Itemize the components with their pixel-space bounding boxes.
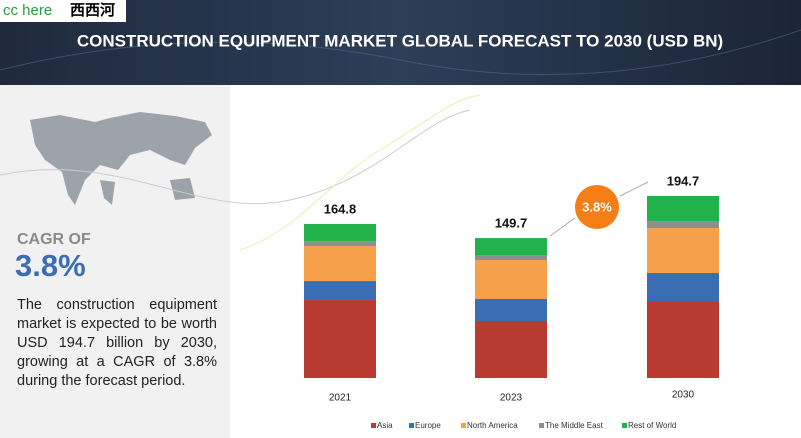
bar-segment — [647, 221, 719, 229]
legend-label: Asia — [377, 421, 393, 430]
legend-label: The Middle East — [545, 421, 604, 430]
legend-label: Europe — [415, 421, 441, 430]
chart-title: CONSTRUCTION EQUIPMENT MARKET GLOBAL FOR… — [77, 31, 723, 50]
cagr-value: 3.8% — [15, 248, 86, 283]
bar-segment — [304, 223, 376, 242]
decoration-curve — [0, 109, 471, 205]
legend-swatch — [371, 423, 376, 428]
bar-segment — [475, 238, 547, 256]
logo: cc here — [3, 2, 52, 19]
total-label: 164.8 — [324, 201, 357, 216]
legend-swatch — [539, 423, 544, 428]
logo-chinese: 西西河 — [70, 1, 115, 19]
bar-segment — [304, 281, 376, 301]
bar-segment — [304, 300, 376, 378]
cagr-arrow — [549, 217, 576, 237]
bar-segment — [647, 196, 719, 222]
bar-segment — [304, 246, 376, 282]
world-map — [100, 178, 195, 205]
bar-segment — [475, 255, 547, 261]
legend-swatch — [622, 423, 627, 428]
bar-segment — [647, 302, 719, 378]
bar-segment — [647, 273, 719, 303]
bar-segment — [304, 241, 376, 247]
x-tick-label: 2023 — [500, 393, 523, 404]
cagr-bubble — [575, 185, 619, 229]
logo-bg — [0, 0, 126, 22]
legend-swatch — [409, 423, 414, 428]
header-decoration — [0, 29, 801, 76]
bar-segment — [475, 299, 547, 321]
legend-label: North America — [467, 421, 518, 430]
description: The construction equipment market is exp… — [17, 297, 217, 389]
total-label: 149.7 — [495, 216, 528, 231]
decoration-curve — [239, 94, 481, 251]
cagr-arrow — [619, 181, 649, 197]
legend-swatch — [461, 423, 466, 428]
cagr-heading: CAGR OF — [17, 231, 91, 248]
bar-segment — [475, 320, 547, 378]
cagr-bubble-label: 3.8% — [582, 199, 612, 214]
world-map — [30, 112, 212, 205]
legend-label: Rest of World — [628, 421, 676, 430]
bar-segment — [475, 260, 547, 300]
bar-segment — [647, 228, 719, 274]
x-tick-label: 2030 — [672, 390, 695, 401]
x-tick-label: 2021 — [329, 393, 352, 404]
total-label: 194.7 — [667, 173, 700, 188]
header-band — [0, 0, 801, 85]
